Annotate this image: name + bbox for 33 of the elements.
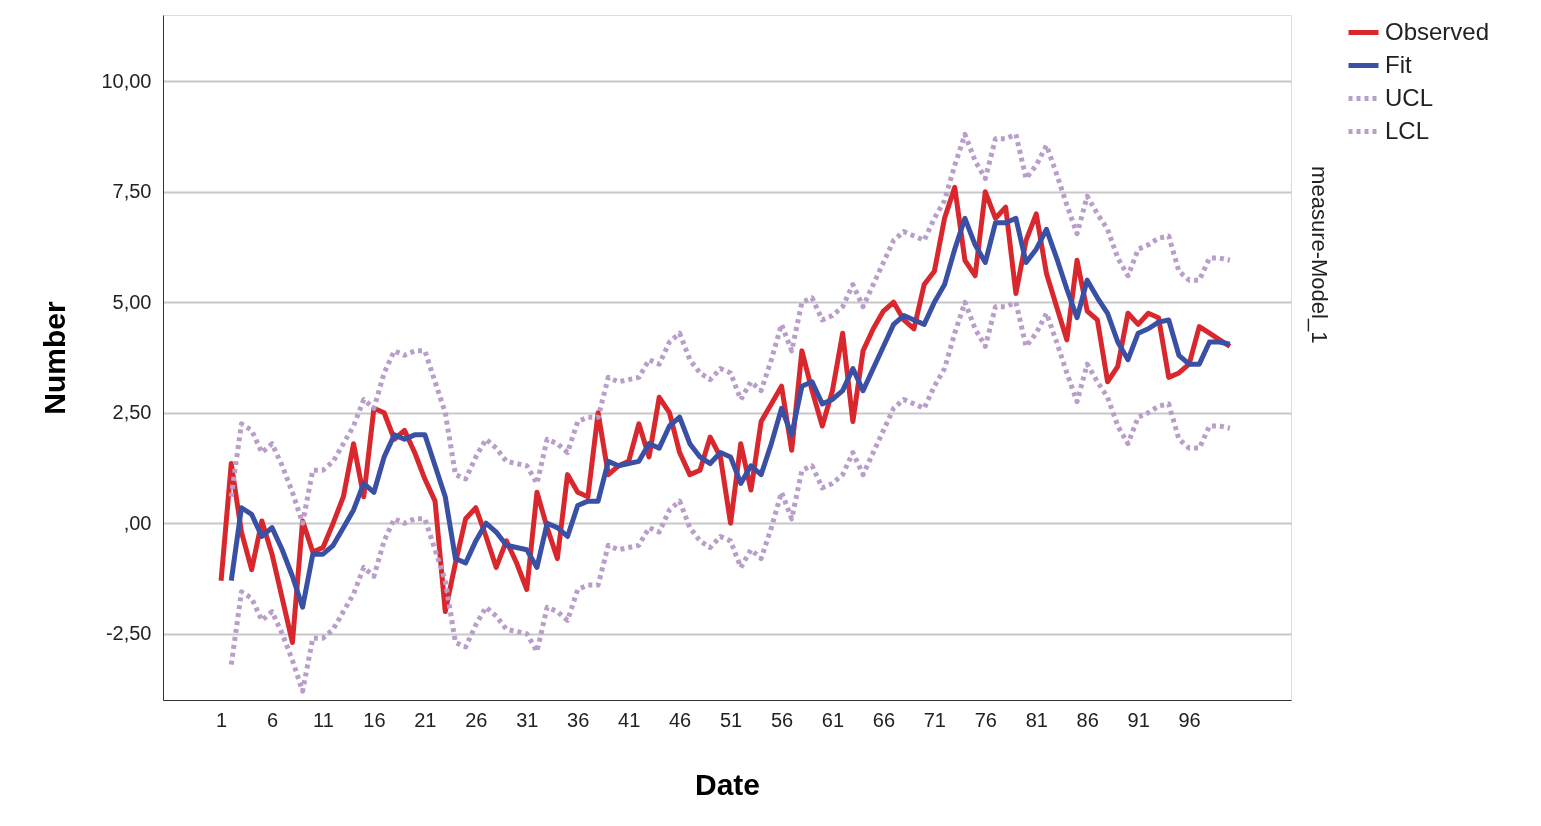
y-tick-label: 2,50 (112, 401, 152, 424)
x-tick-label: 16 (363, 708, 386, 731)
x-tick-label: 76 (974, 708, 997, 731)
x-tick-label: 61 (821, 708, 845, 731)
x-tick-label: 6 (266, 708, 279, 731)
x-tick-label: 11 (313, 708, 334, 731)
x-tick-label: 46 (668, 708, 692, 731)
legend-label: Fit (1385, 50, 1412, 78)
x-tick-label: 51 (719, 708, 743, 731)
x-tick-label: 91 (1127, 708, 1150, 731)
x-axis-title: Date (694, 767, 761, 801)
legend-label: Observed (1385, 17, 1490, 45)
x-tick-label: 71 (923, 708, 946, 731)
x-tick-label: 41 (618, 708, 641, 731)
y-tick-label: ,00 (123, 511, 152, 534)
y-tick-label: -2,50 (105, 622, 152, 645)
legend-label: LCL (1385, 116, 1430, 144)
y-tick-label: 10,00 (101, 69, 152, 92)
x-tick-label: 1 (216, 708, 228, 731)
x-tick-label: 56 (770, 708, 794, 731)
y-axis-title: Number (38, 301, 72, 415)
y-tick-label: 7,50 (112, 180, 152, 203)
x-tick-label: 81 (1025, 708, 1048, 731)
x-tick-label: 31 (516, 708, 539, 731)
x-tick-label: 96 (1178, 708, 1201, 731)
text: measure-Model_1 (1307, 166, 1332, 344)
x-tick-label: 86 (1076, 708, 1099, 731)
y-tick-label: 5,00 (112, 290, 152, 313)
x-tick-label: 26 (465, 708, 488, 731)
legend-label: UCL (1385, 83, 1434, 111)
x-tick-label: 36 (567, 708, 590, 731)
x-tick-label: 21 (414, 708, 437, 731)
x-tick-label: 66 (872, 708, 896, 731)
